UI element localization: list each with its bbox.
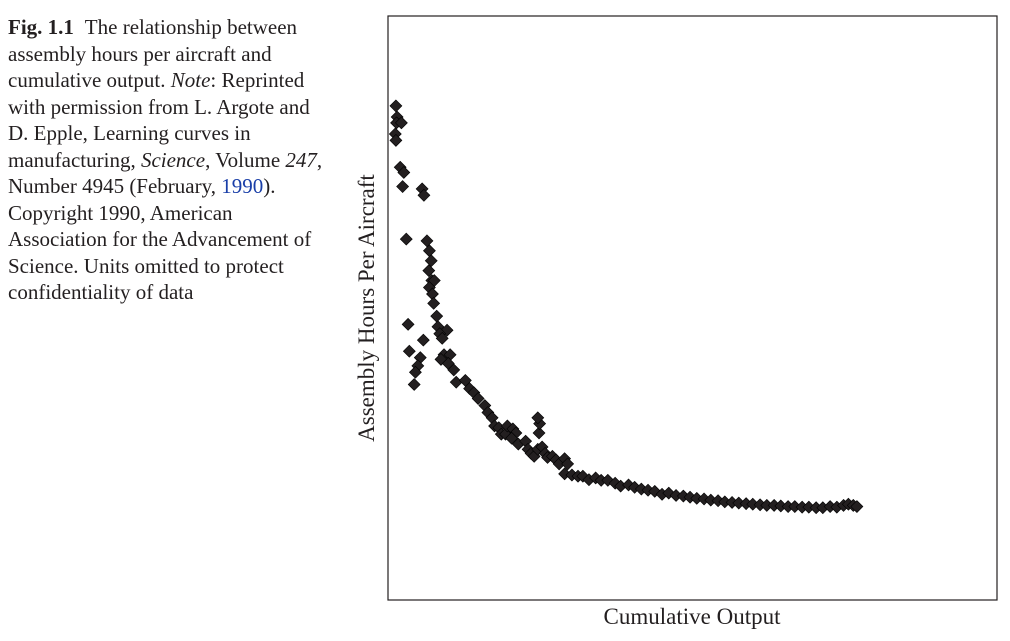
data-point (430, 309, 444, 323)
data-point (422, 264, 436, 278)
data-point (416, 333, 430, 347)
data-point (424, 254, 438, 268)
data-point (396, 180, 410, 193)
data-point (389, 99, 403, 113)
data-point (420, 234, 434, 248)
data-point (397, 166, 411, 179)
data-point (408, 365, 422, 379)
figure-chart: Cumulative Output Assembly Hours Per Air… (340, 0, 1010, 636)
data-point (422, 244, 436, 258)
caption-text: , Number 4945 (February, (8, 147, 323, 199)
data-point (447, 363, 461, 377)
caption-text: : Reprinted with permission from L. Argo… (8, 68, 310, 172)
data-point (417, 188, 431, 202)
x-axis-label: Cumulative Output (604, 604, 782, 629)
data-point (561, 457, 575, 471)
scatter-chart: Cumulative Output Assembly Hours Per Air… (354, 15, 998, 629)
caption-text: , Volume (205, 147, 286, 172)
caption-text: ). Copyright 1990, American Association … (8, 174, 312, 304)
data-point (505, 431, 519, 445)
data-point (449, 375, 463, 389)
data-point (458, 373, 472, 387)
data-point (402, 344, 416, 358)
data-point (401, 317, 415, 331)
data-points (388, 99, 864, 515)
caption-note-label: Note (170, 68, 211, 92)
figure-label: Fig. 1.1 (8, 15, 74, 39)
data-point (399, 232, 413, 246)
data-point (435, 331, 449, 345)
plot-frame (387, 15, 998, 601)
caption-volume: 247 (285, 147, 317, 172)
caption-text: The relationship between assembly hours … (8, 15, 298, 92)
data-point (532, 426, 546, 440)
data-point (389, 133, 403, 147)
data-point (407, 378, 421, 391)
data-point (471, 392, 485, 405)
data-point (531, 411, 545, 425)
data-point (427, 296, 441, 310)
caption-year-link[interactable]: 1990 (221, 174, 264, 198)
y-axis-label: Assembly Hours Per Aircraft (354, 174, 379, 442)
data-point (394, 116, 408, 130)
caption-journal: Science (140, 147, 206, 172)
data-point (850, 500, 864, 513)
figure-caption: Fig. 1.1 The relationship between assemb… (8, 14, 324, 306)
